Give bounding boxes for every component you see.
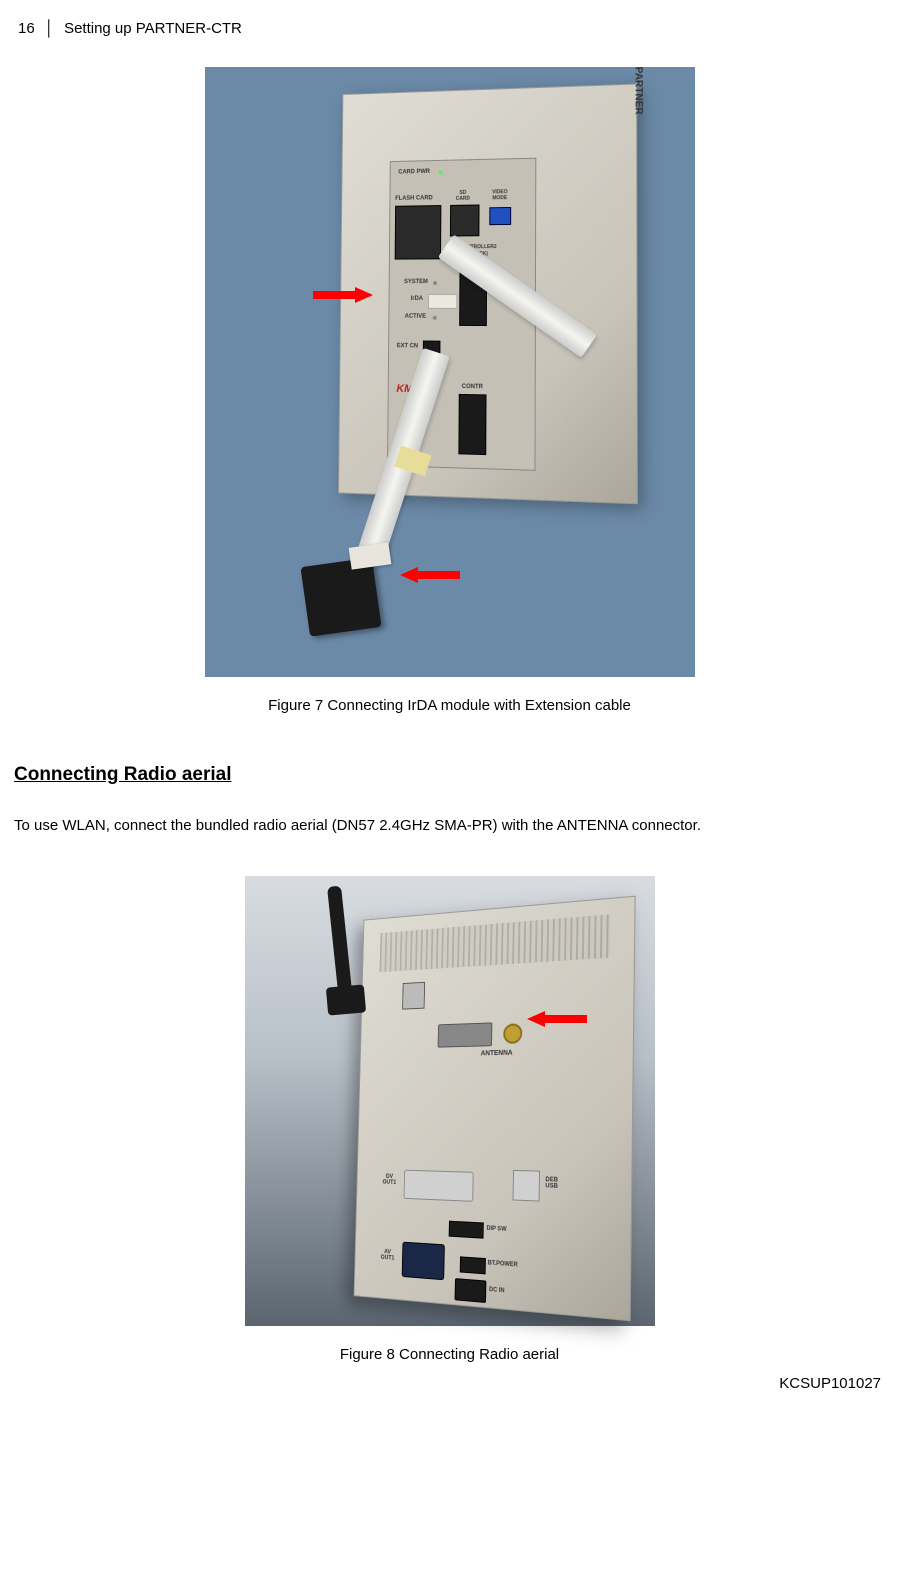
figure-8-image: ANTENNA DV OUT1 DEB USB DIP SW AV OUT1 B… [245,876,655,1326]
arrow-irda-module [400,567,418,583]
figure-7-image: CARD PWR FLASH CARD SD CARD VIDEO MODE C… [205,67,695,677]
figure-8-caption: Figure 8 Connecting Radio aerial [0,1346,899,1363]
irda-label: IrDA [410,296,422,302]
video-mode-label: VIDEO MODE [487,189,512,201]
irda-module [300,557,381,636]
figure-7-caption: Figure 7 Connecting IrDA module with Ext… [0,697,899,714]
partner-label: PARTNER [632,67,643,115]
section-body: To use WLAN, connect the bundled radio a… [0,811,899,841]
dc-in-label: DC IN [488,1287,504,1294]
dip-sw-label: DIP SW [486,1226,506,1233]
page-number: 16 [0,20,35,37]
bt-power-label: BT.POWER [487,1260,517,1268]
active-label: ACTIVE [404,314,425,320]
antenna-connector [503,1023,522,1044]
irda-module-connector [348,542,391,569]
video-mode-switch [489,207,511,225]
system-label: SYSTEM [404,279,428,285]
irda-connector [428,294,457,309]
radio-antenna-rod [327,886,353,1002]
antenna-label: ANTENNA [480,1050,512,1058]
av-out1-port [401,1242,444,1281]
ext-cn-label: EXT CN [396,343,417,349]
sd-card-slot [449,204,479,236]
bt-power-switch [459,1256,485,1274]
device-main-body: CARD PWR FLASH CARD SD CARD VIDEO MODE C… [337,84,637,505]
vent-slots [379,914,610,972]
arrow-irda-port [355,287,373,303]
flash-card-label: FLASH CARD [395,195,433,201]
deb-usb-port [512,1170,540,1202]
dv-out1-label: DV OUT1 [380,1174,397,1186]
dip-sw [448,1221,483,1239]
contr-label: CONTR [461,384,482,390]
contr-slot [458,394,486,455]
figure-7-container: CARD PWR FLASH CARD SD CARD VIDEO MODE C… [0,67,899,682]
page-footer: KCSUP101027 [0,1375,899,1392]
page-header: 16 │ Setting up PARTNER-CTR [0,0,899,67]
section-heading: Connecting Radio aerial [0,764,899,786]
system-led [433,281,437,285]
dv-out1-port [403,1170,473,1202]
deb-usb-label: DEB USB [541,1177,561,1190]
dc-in-port [454,1278,486,1303]
active-led [432,316,436,320]
serial-port [437,1022,492,1047]
figure-8-container: ANTENNA DV OUT1 DEB USB DIP SW AV OUT1 B… [0,876,899,1331]
arrow-antenna [527,1011,545,1027]
flash-card-slot [394,205,441,260]
card-pwr-label: CARD PWR [398,169,430,176]
header-divider: │ [45,20,54,37]
av-out1-label: AV OUT1 [378,1249,395,1262]
usb-port-top [402,982,425,1010]
card-pwr-led [438,171,442,175]
sd-card-label: SD CARD [453,190,473,202]
device-rear-body: ANTENNA DV OUT1 DEB USB DIP SW AV OUT1 B… [353,896,635,1322]
header-title: Setting up PARTNER-CTR [64,20,242,37]
